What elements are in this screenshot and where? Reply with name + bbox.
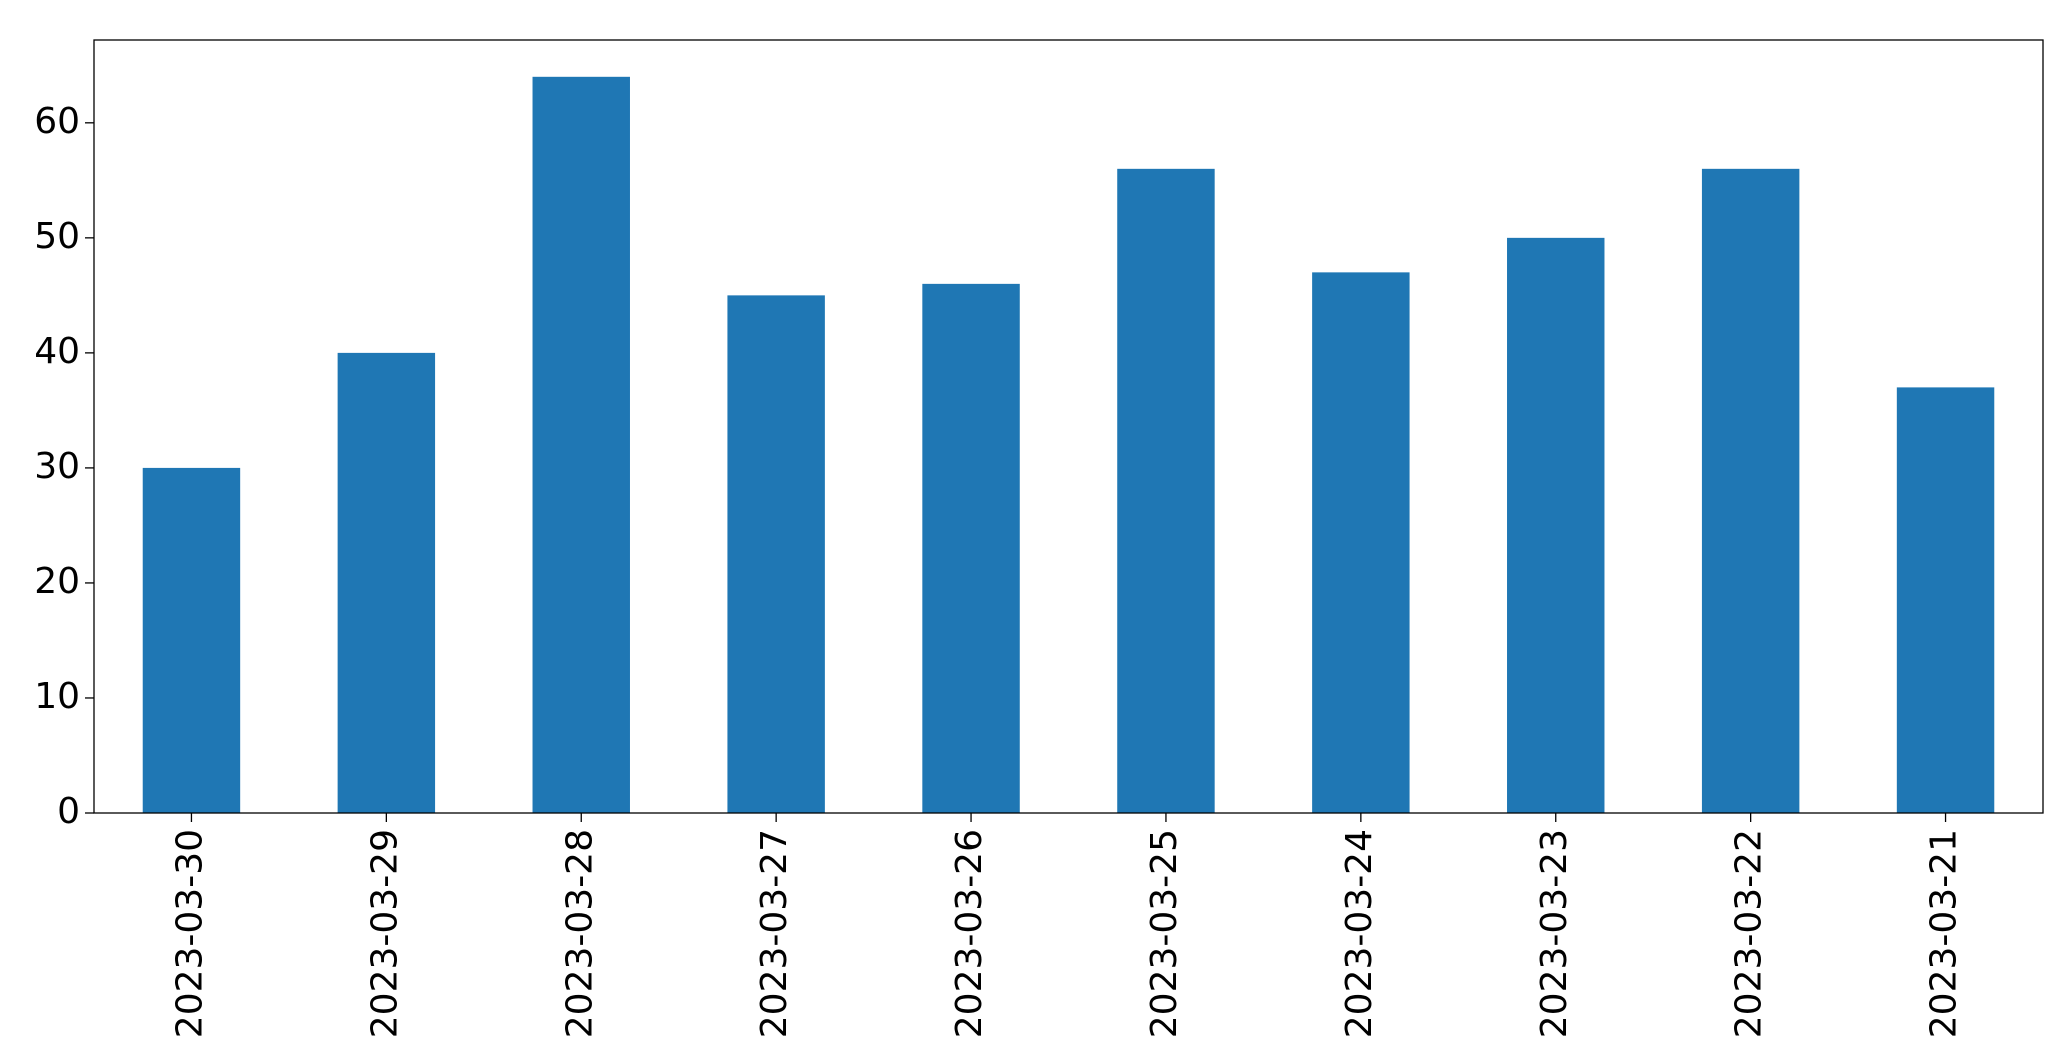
x-tick-label: 2023-03-22 xyxy=(1729,829,1770,1038)
y-tick-label: 40 xyxy=(34,331,80,372)
x-tick-label: 2023-03-24 xyxy=(1339,829,1380,1038)
y-tick-label: 50 xyxy=(34,216,80,257)
bar xyxy=(1701,168,1800,814)
x-tick-label: 2023-03-27 xyxy=(754,829,795,1038)
bar xyxy=(1896,387,1995,813)
x-tick-label: 2023-03-26 xyxy=(949,829,990,1038)
x-tick-label: 2023-03-21 xyxy=(1924,829,1965,1038)
bar xyxy=(922,283,1020,813)
x-tick-label: 2023-03-23 xyxy=(1534,829,1575,1038)
bar xyxy=(532,76,630,814)
bar xyxy=(1312,272,1410,813)
y-tick-label: 10 xyxy=(34,676,80,717)
y-tick-label: 0 xyxy=(57,791,80,832)
bar xyxy=(1507,237,1605,813)
y-tick-label: 30 xyxy=(34,446,80,487)
y-tick-label: 60 xyxy=(34,101,80,142)
x-tick-label: 2023-03-28 xyxy=(559,829,600,1038)
x-tick-label: 2023-03-25 xyxy=(1144,829,1185,1038)
x-tick-label: 2023-03-29 xyxy=(364,829,405,1038)
bar xyxy=(337,352,436,813)
x-tick-label: 2023-03-30 xyxy=(169,829,210,1038)
bar xyxy=(727,295,825,813)
bar xyxy=(1117,168,1215,814)
bar xyxy=(142,467,241,813)
plot-frame xyxy=(93,39,2044,814)
y-tick-label: 20 xyxy=(34,561,80,602)
